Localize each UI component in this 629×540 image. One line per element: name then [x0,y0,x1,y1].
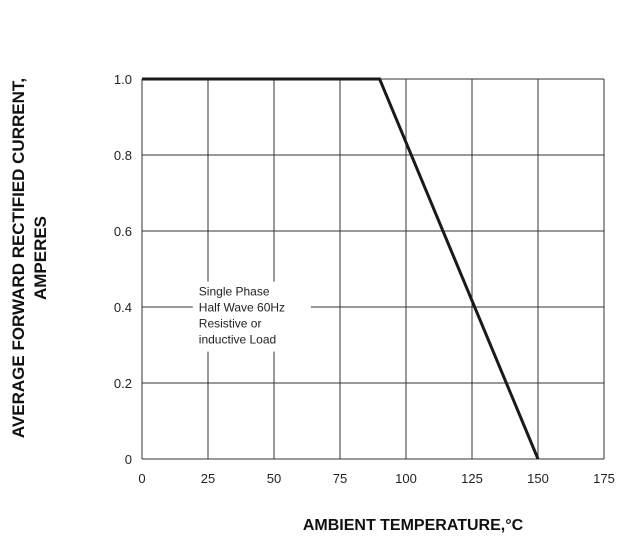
annotation-line-0: Single Phase [199,285,270,299]
x-tick-label-4: 100 [395,471,417,486]
x-tick-label-0: 0 [138,471,145,486]
y-axis-title-line-0: AVERAGE FORWARD RECTIFIED CURRENT, [9,78,28,438]
y-tick-label-4: 0.8 [114,148,132,163]
x-tick-label-5: 125 [461,471,483,486]
grid [141,78,605,460]
annotation: Single Phase Half Wave 60Hz Resistive or in… [192,281,311,352]
series-layer [142,77,540,460]
x-tick-label-1: 25 [201,471,215,486]
series-line-0 [142,77,540,460]
axis-titles: AMBIENT TEMPERATURE,°C AVERAGE FORWARD RE… [9,78,524,534]
x-axis-title: AMBIENT TEMPERATURE,°C [303,517,524,534]
y-tick-label-5: 1.0 [114,72,132,87]
x-tick-labels: 0 25 50 75 100 125 150 175 [138,471,614,486]
y-tick-label-1: 0.2 [114,376,132,391]
annotation-line-2: Resistive or [199,317,262,331]
x-tick-label-2: 50 [267,471,281,486]
x-tick-label-6: 150 [527,471,549,486]
annotation-line-1: Half Wave 60Hz [199,301,285,315]
y-tick-label-3: 0.6 [114,224,132,239]
y-tick-label-2: 0.4 [114,300,132,315]
x-tick-label-7: 175 [593,471,615,486]
y-tick-label-0: 0 [125,452,132,467]
annotation-line-3: inductive Load [199,333,276,347]
y-tick-labels: 0 0.2 0.4 0.6 0.8 1.0 [114,72,132,467]
x-tick-label-3: 75 [333,471,347,486]
y-axis-title-line-1: AMPERES [31,216,50,300]
annotation-background [192,281,311,352]
